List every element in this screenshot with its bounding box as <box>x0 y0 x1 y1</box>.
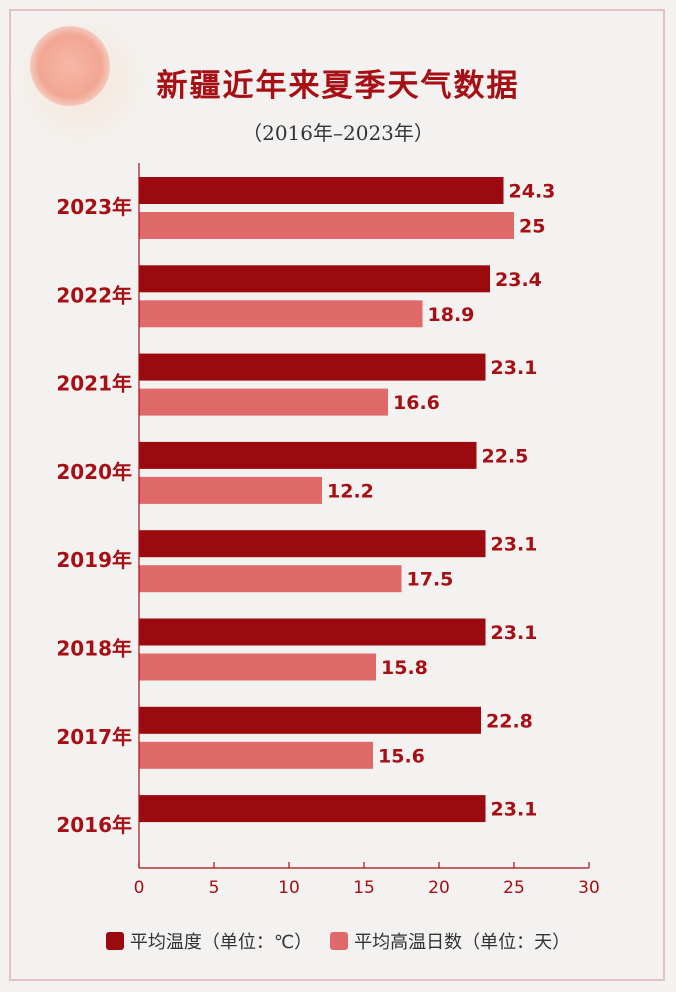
bar-value-label: 24.3 <box>509 181 556 203</box>
legend-item-temperature: 平均温度（单位：℃） <box>105 928 313 954</box>
bar-value-label: 15.8 <box>381 657 428 679</box>
bar-value-label: 23.1 <box>491 622 538 644</box>
bar-temperature <box>139 353 486 381</box>
bar-hot-days <box>139 300 423 328</box>
category-label: 2016年 <box>56 813 132 837</box>
bar-hot-days <box>139 212 514 239</box>
bar-value-label: 17.5 <box>407 569 454 591</box>
bar-value-label: 16.6 <box>393 392 440 414</box>
bar-value-label: 18.9 <box>428 304 475 326</box>
bar-hot-days <box>139 476 322 504</box>
bar-hot-days <box>139 388 388 416</box>
x-tick-label: 20 <box>428 878 450 898</box>
bar-temperature <box>139 177 504 204</box>
bar-hot-days <box>139 653 376 681</box>
bar-value-label: 25 <box>519 216 545 238</box>
bar-temperature <box>139 706 481 734</box>
x-tick-label: 15 <box>353 878 375 898</box>
bar-value-label: 23.1 <box>491 799 538 821</box>
legend-label-temperature: 平均温度（单位：℃） <box>129 932 313 953</box>
legend-swatch-hot-days <box>330 932 349 950</box>
bar-hot-days <box>139 741 373 769</box>
bar-temperature <box>139 441 477 469</box>
chart-subtitle: （2016年–2023年） <box>242 121 434 145</box>
bar-value-label: 23.4 <box>495 269 542 291</box>
x-tick-label: 25 <box>503 878 525 898</box>
x-tick-label: 10 <box>278 878 300 898</box>
chart-title: 新疆近年来夏季天气数据 <box>156 68 520 104</box>
bar-temperature <box>139 530 486 558</box>
category-label: 2020年 <box>56 460 132 484</box>
x-tick-label: 0 <box>134 878 145 898</box>
legend-item-hot-days: 平均高温日数（单位：天） <box>330 928 570 954</box>
bar-value-label: 23.1 <box>491 534 538 556</box>
category-label: 2023年 <box>56 195 132 219</box>
sun-decoration <box>30 26 110 106</box>
x-tick-label: 5 <box>209 878 220 898</box>
bar-value-label: 23.1 <box>491 357 538 379</box>
legend-swatch-temperature <box>105 932 124 950</box>
category-label: 2018年 <box>56 637 132 661</box>
category-label: 2017年 <box>56 725 132 749</box>
bar-temperature <box>139 265 490 293</box>
legend-label-hot-days: 平均高温日数（单位：天） <box>354 932 571 953</box>
bar-temperature <box>139 795 486 823</box>
bar-temperature <box>139 618 486 646</box>
category-label: 2021年 <box>56 372 132 396</box>
legend: 平均温度（单位：℃） 平均高温日数（单位：天） <box>0 928 676 954</box>
x-tick-label: 30 <box>578 878 600 898</box>
bar-hot-days <box>139 565 402 593</box>
category-label: 2022年 <box>56 283 132 307</box>
bar-value-label: 22.5 <box>482 445 529 467</box>
bar-value-label: 12.2 <box>327 480 374 502</box>
page-frame <box>9 9 665 981</box>
category-label: 2019年 <box>56 548 132 572</box>
bar-value-label: 15.6 <box>378 745 425 767</box>
bar-value-label: 22.8 <box>486 710 533 732</box>
